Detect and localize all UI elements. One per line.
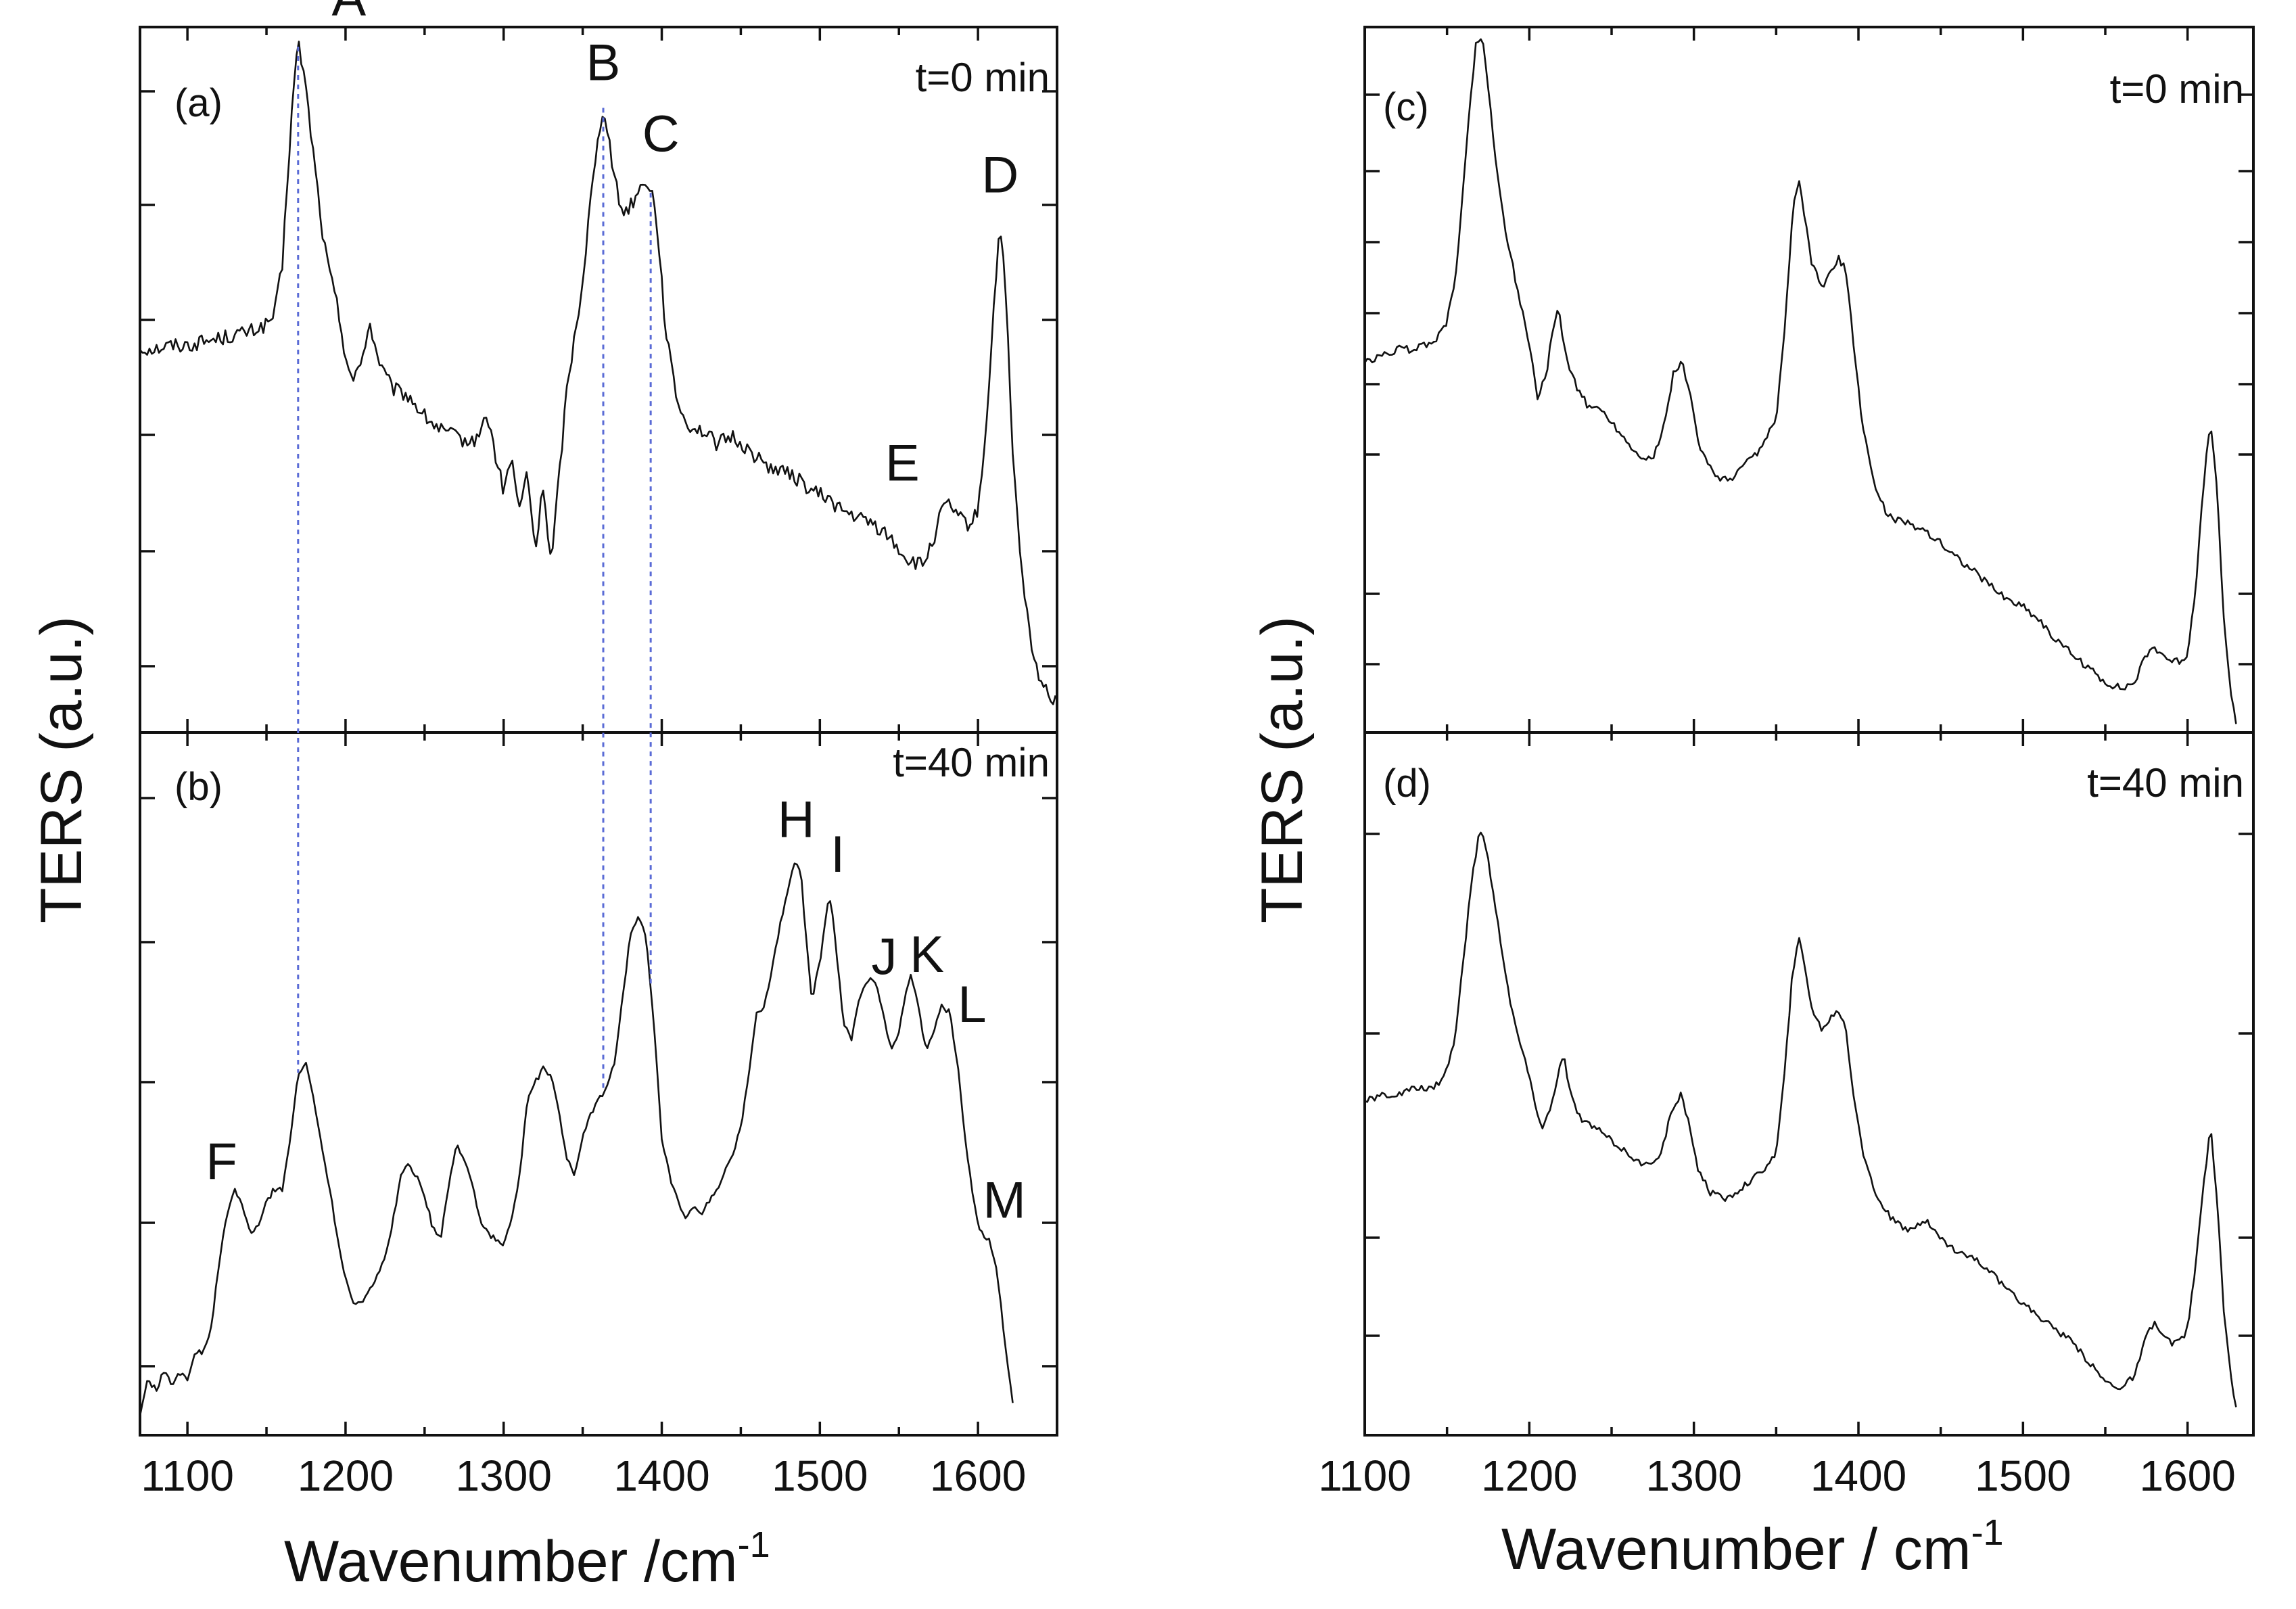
panel-d-frame xyxy=(1363,731,2255,1437)
x-tick-label: 1500 xyxy=(772,1451,868,1500)
spectrum-line-c xyxy=(1363,38,2237,724)
x-axis-label-right-text: Wavenumber / cm xyxy=(1501,1517,1971,1582)
x-axis-label-right: Wavenumber / cm-1 xyxy=(1501,1512,2004,1582)
x-axis-label-left-exponent: -1 xyxy=(738,1524,770,1565)
peak-label-l: L xyxy=(958,976,986,1033)
time-label: t=0 min xyxy=(2110,66,2244,112)
x-tick-label: 1500 xyxy=(1975,1451,2071,1500)
y-axis-label-left: TERS (a.u.) xyxy=(29,616,94,923)
peak-label-d: D xyxy=(981,146,1018,204)
y-axis-label-right: TERS (a.u.) xyxy=(1250,616,1315,923)
x-axis-label-left: Wavenumber /cm-1 xyxy=(284,1524,770,1594)
x-tick-label: 1100 xyxy=(1318,1451,1411,1500)
peak-label-j: J xyxy=(871,928,897,985)
panel-label: (c) xyxy=(1383,85,1429,129)
x-tick-label: 1300 xyxy=(1645,1451,1741,1500)
peak-label-k: K xyxy=(910,926,944,983)
peak-label-m: M xyxy=(983,1172,1025,1230)
time-label: t=40 min xyxy=(2087,760,2244,806)
peak-label-e: E xyxy=(885,434,920,492)
spectrum-line-b xyxy=(139,862,1014,1416)
panel-label: (d) xyxy=(1383,762,1431,806)
panel-c-frame xyxy=(1363,26,2255,734)
x-tick-label: 1200 xyxy=(298,1451,394,1500)
x-tick-label: 1600 xyxy=(2139,1451,2235,1500)
panel-a: (a) t=0 min A BC D E xyxy=(139,0,1058,734)
x-axis-label-left-text: Wavenumber /cm xyxy=(284,1529,738,1594)
time-label: t=40 min xyxy=(893,740,1050,785)
x-tick-label: 1200 xyxy=(1481,1451,1577,1500)
peak-guide-lines xyxy=(297,47,652,1091)
panel-a-frame xyxy=(139,26,1058,734)
spectrum-line-a xyxy=(139,41,1056,705)
x-tick-label: 1400 xyxy=(613,1451,709,1500)
x-tick-label: 1300 xyxy=(456,1451,552,1500)
x-axis-label-right-exponent: -1 xyxy=(1971,1512,2004,1553)
panel-b: 1100 1200 1300 1400 1500 1600 (b) t=40 min F HIJ K… xyxy=(139,731,1058,1500)
x-tick-label: 1400 xyxy=(1810,1451,1906,1500)
spectrum-line-d xyxy=(1364,831,2237,1407)
panel-c: (c) t=0 min xyxy=(1363,26,2255,734)
panel-b-frame xyxy=(139,731,1058,1437)
peak-label-i: I xyxy=(830,826,845,883)
peak-label-h: H xyxy=(778,791,815,849)
panel-label: (b) xyxy=(174,765,222,809)
peak-label-c: C xyxy=(642,106,680,163)
x-tick-label: 1600 xyxy=(930,1451,1026,1500)
panel-d: 1100 1200 1300 1400 1500 1600 (d) t=40 min xyxy=(1318,731,2255,1500)
x-tick-label: 1100 xyxy=(141,1451,234,1500)
time-label: t=0 min xyxy=(916,55,1050,100)
panel-label: (a) xyxy=(174,81,222,125)
peak-label-b: B xyxy=(586,34,621,92)
peak-label-f: F xyxy=(206,1133,237,1190)
peak-label-a: A xyxy=(331,0,366,27)
